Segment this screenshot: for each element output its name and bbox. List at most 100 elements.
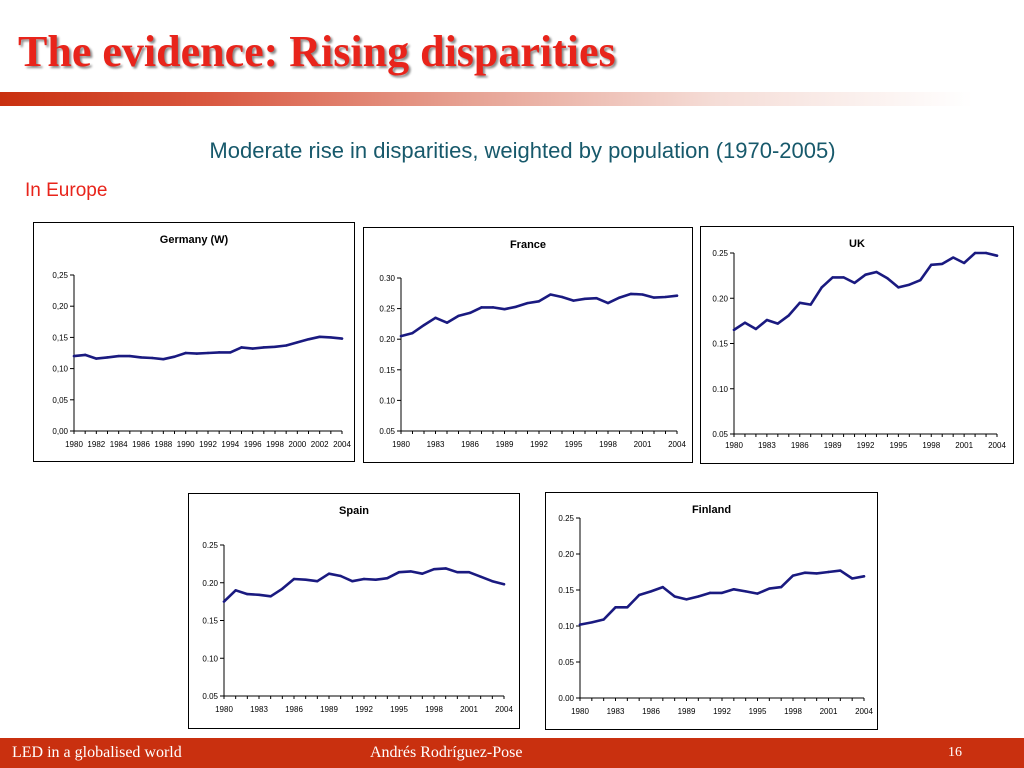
data-point <box>503 308 506 311</box>
data-point <box>618 296 621 299</box>
x-tick-label: 1983 <box>427 440 445 449</box>
data-point <box>444 567 447 570</box>
data-point <box>908 283 911 286</box>
data-point <box>150 356 154 360</box>
y-tick-label: 0.15 <box>379 366 395 375</box>
data-point <box>397 570 401 574</box>
data-point <box>941 262 944 266</box>
data-point <box>875 270 878 274</box>
data-point <box>246 592 249 596</box>
chart-title: Finland <box>692 504 731 516</box>
series-line-spain <box>222 567 506 603</box>
chart-title: UK <box>849 238 865 250</box>
chart-germany: Germany (W) 0,00 0,05 0,10 0,15 0,20 0,25 1980 1… <box>33 222 355 462</box>
x-tick-label: 1983 <box>250 705 268 714</box>
data-point <box>281 587 284 590</box>
data-point <box>732 328 736 332</box>
footer-course-title: LED in a globalised world <box>12 744 182 761</box>
data-point <box>422 323 426 327</box>
data-point <box>629 292 633 296</box>
data-point <box>83 353 87 357</box>
x-tick-label: 1986 <box>132 440 150 449</box>
x-tick-label: 2004 <box>495 705 513 714</box>
y-tick-label: 0.15 <box>558 586 574 595</box>
data-point <box>229 351 232 354</box>
data-point <box>106 356 109 359</box>
data-point <box>962 261 966 265</box>
data-point <box>708 591 712 595</box>
data-point <box>206 351 210 355</box>
data-point <box>673 595 676 598</box>
data-point <box>95 357 98 360</box>
chart-finland: Finland 0.00 0.05 0.10 0.15 0.20 0.25 1980 1983 1… <box>545 492 878 730</box>
data-point <box>273 345 277 348</box>
y-tick-label: 0.05 <box>558 658 574 667</box>
data-point <box>362 577 366 581</box>
data-point <box>590 621 594 624</box>
data-point <box>661 585 665 589</box>
y-tick-label: 0,25 <box>52 271 68 280</box>
series-line-uk <box>732 251 999 332</box>
data-point <box>432 567 436 571</box>
data-point <box>409 570 412 573</box>
slide-title: The evidence: Rising disparities <box>18 27 616 76</box>
data-point <box>162 358 165 361</box>
data-point <box>743 321 747 324</box>
chart-spain: Spain 0.05 0.10 0.15 0.20 0.25 1980 1983 1986 198… <box>188 493 520 729</box>
data-point <box>791 574 795 577</box>
x-tick-label: 2000 <box>288 440 306 449</box>
data-point <box>602 618 605 621</box>
chart-uk: UK 0.05 0.10 0.15 0.20 0.25 1980 1983 1986 1989 19… <box>700 226 1014 464</box>
data-point <box>809 303 812 306</box>
data-point <box>583 297 587 301</box>
x-tick-label: 1980 <box>392 440 410 449</box>
data-point <box>850 577 854 580</box>
data-point <box>480 306 483 309</box>
data-point <box>117 354 120 358</box>
chart-spain-svg: Spain 0.05 0.10 0.15 0.20 0.25 1980 1983 1986 198… <box>202 505 513 714</box>
data-point <box>815 572 818 575</box>
x-tick-label: 1983 <box>758 441 776 450</box>
data-point <box>787 314 790 317</box>
data-point <box>675 294 679 297</box>
data-point <box>626 606 629 609</box>
data-point <box>756 592 759 595</box>
x-tick-label: 1992 <box>857 441 875 450</box>
data-point <box>251 347 254 350</box>
data-point <box>284 344 288 347</box>
data-point <box>732 588 736 591</box>
data-point <box>842 276 845 279</box>
y-tick-label: 0.10 <box>379 396 395 405</box>
data-point <box>128 354 132 358</box>
y-tick-label: 0.05 <box>712 430 728 439</box>
data-point <box>374 578 377 581</box>
data-point <box>803 571 807 574</box>
y-tick-label: 0.20 <box>558 550 574 559</box>
data-point <box>195 352 199 355</box>
data-point <box>984 251 988 255</box>
chart-finland-svg: Finland 0.00 0.05 0.10 0.15 0.20 0.25 1980 1983 1… <box>558 504 873 716</box>
data-point <box>386 577 389 580</box>
x-tick-label: 1995 <box>565 440 583 449</box>
x-tick-label: 1986 <box>285 705 303 714</box>
x-tick-label: 2001 <box>955 441 973 450</box>
data-point <box>578 623 582 626</box>
data-point <box>779 585 783 589</box>
x-tick-label: 1982 <box>87 440 105 449</box>
section-label: In Europe <box>25 180 108 201</box>
data-point <box>560 295 564 299</box>
data-point <box>886 277 889 280</box>
data-point <box>720 591 724 595</box>
data-point <box>744 590 747 593</box>
data-point <box>973 251 977 255</box>
series-line-germany <box>72 335 344 361</box>
data-point <box>526 301 529 305</box>
x-tick-label: 1995 <box>749 707 767 716</box>
data-point <box>491 580 494 583</box>
data-point <box>776 322 780 325</box>
x-tick-label: 1992 <box>355 705 373 714</box>
x-tick-label: 2004 <box>333 440 351 449</box>
y-tick-label: 0.10 <box>712 385 728 394</box>
data-point <box>754 327 758 331</box>
data-point <box>445 321 449 324</box>
